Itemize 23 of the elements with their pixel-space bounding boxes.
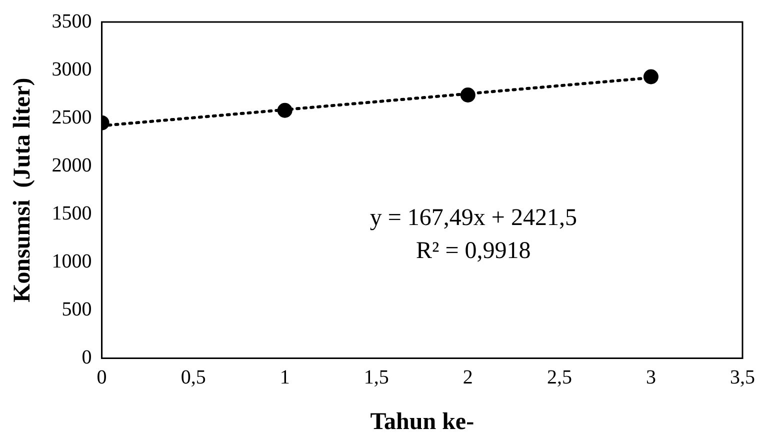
y-tick-label: 2000 <box>52 154 92 176</box>
x-tick-label: 3,5 <box>730 366 755 388</box>
point <box>277 102 292 118</box>
y-axis-title: Konsumsi (Juta liter) <box>10 78 36 302</box>
annotation: y = 167,49x + 2421,5 <box>370 204 577 231</box>
y-tick-label: 2500 <box>52 106 92 128</box>
y-tick-label: 3000 <box>52 58 92 80</box>
y-tick-label: 1000 <box>52 250 92 272</box>
point <box>460 88 476 103</box>
x-tick-label: 0 <box>96 366 107 388</box>
y-tick-label: 500 <box>62 298 92 320</box>
y-tick-label: 1500 <box>52 202 92 224</box>
x-tick-label: 1 <box>280 366 290 388</box>
annotation: R² = 0,9918 <box>416 238 531 264</box>
x-tick-label: 3 <box>646 366 656 388</box>
x-tick-label: 2 <box>462 366 473 388</box>
x-axis-title: Tahun ke- <box>370 408 474 435</box>
x-tick-label: 0,5 <box>180 366 206 388</box>
point <box>643 69 658 84</box>
y-tick-label: 0 <box>82 346 92 368</box>
x-tick-label: 1,5 <box>364 366 389 388</box>
x-tick-label: 2,5 <box>546 366 572 388</box>
y-tick-label: 3500 <box>52 10 92 32</box>
